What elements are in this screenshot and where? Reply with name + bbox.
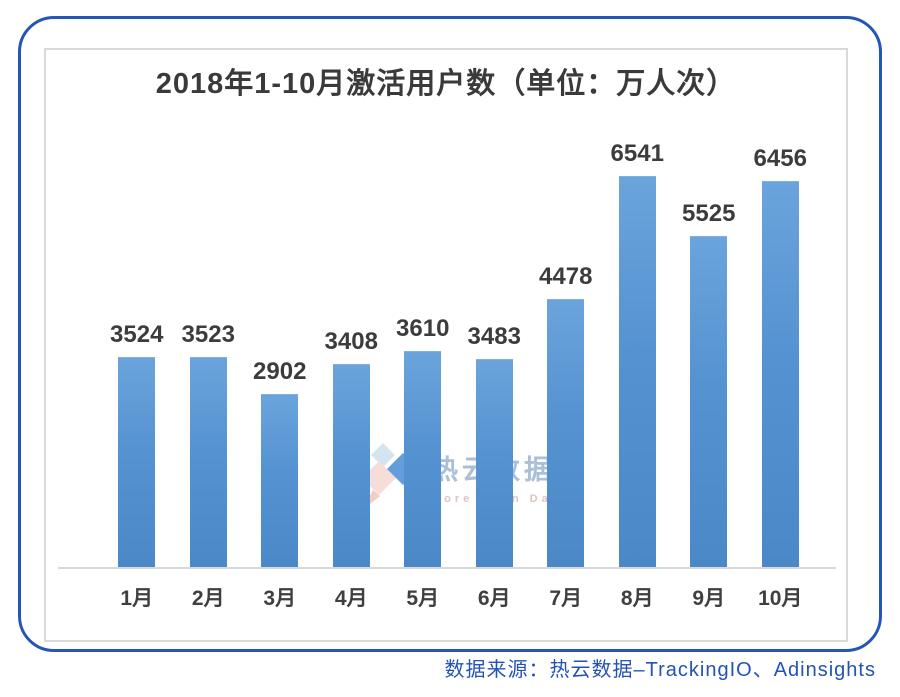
x-axis-label: 3月 [263, 587, 297, 610]
bar-value-label: 3523 [181, 321, 235, 348]
x-axis-label: 10月 [758, 587, 803, 610]
x-axis-label: 1月 [120, 587, 154, 610]
bar-value-label: 4478 [539, 263, 593, 290]
x-axis-label: 9月 [692, 587, 726, 610]
bar-value-label: 5525 [682, 200, 736, 227]
bar-value-label: 3408 [324, 328, 378, 355]
chart-title: 2018年1-10月激活用户数（单位：万人次） [155, 68, 737, 100]
bar-7月 [547, 299, 585, 569]
bar-6月 [475, 359, 513, 569]
chart-panel: 2018年1-10月激活用户数（单位：万人次） 热云数据 More Than D… [44, 48, 848, 642]
bar-plot: 3524 1月 3523 2月 2902 3月 3408 4月 3610 5月 3483 6月 4478… [101, 140, 816, 610]
bar-5月 [404, 351, 442, 569]
chart-frame-border [18, 16, 882, 652]
bar-value-label: 3483 [467, 323, 521, 350]
bar-value-label: 3610 [396, 315, 450, 342]
bar-value-label: 6541 [610, 140, 664, 167]
x-axis-label: 4月 [334, 587, 368, 610]
bar-value-label: 3524 [110, 321, 164, 348]
x-axis-label: 8月 [620, 587, 654, 610]
data-source-caption: 数据来源：热云数据–TrackingIO、Adinsights [444, 659, 876, 681]
bar-9月 [690, 236, 728, 569]
x-axis-label: 5月 [406, 587, 440, 610]
bar-value-label: 6456 [753, 145, 807, 172]
bar-10月 [761, 181, 799, 569]
bar-3月 [261, 394, 299, 569]
bar-value-label: 2902 [253, 358, 307, 385]
bar-1月 [118, 357, 156, 569]
bar-8月 [618, 176, 656, 569]
x-axis-label: 6月 [477, 587, 511, 610]
bar-2月 [189, 357, 227, 569]
x-axis-line [58, 567, 836, 569]
x-axis-label: 2月 [191, 587, 225, 610]
x-axis-label: 7月 [549, 587, 583, 610]
bar-4月 [332, 364, 370, 569]
